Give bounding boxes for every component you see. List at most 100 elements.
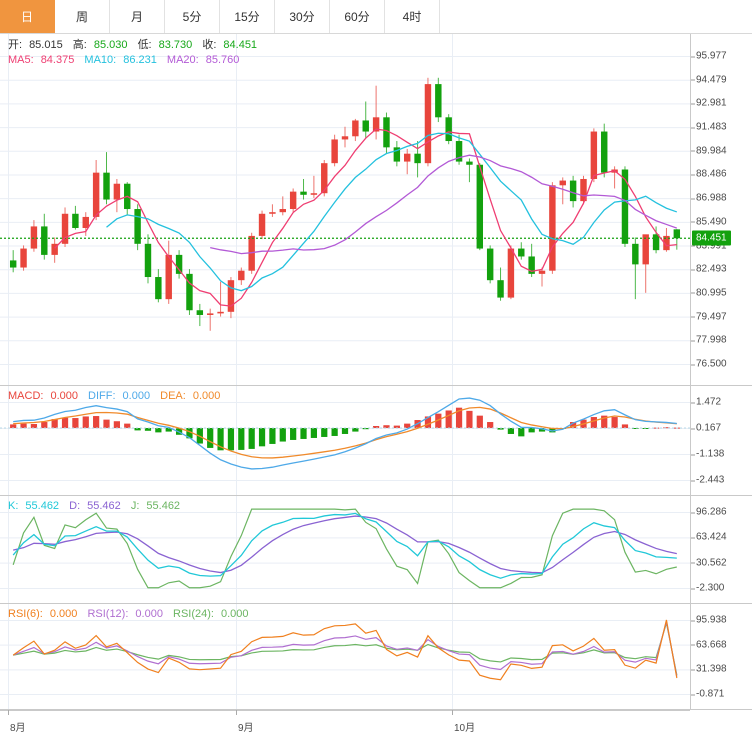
y-axis-tick: -0.871	[691, 689, 724, 700]
y-axis-tick: 96.286	[691, 507, 727, 518]
open-value: 85.015	[29, 39, 63, 51]
macd-label: MACD:	[8, 390, 44, 402]
y-axis-tick: 76.500	[691, 359, 727, 370]
tab-5min[interactable]: 5分	[165, 0, 220, 33]
tab-4hour[interactable]: 4时	[385, 0, 440, 33]
rsi6-value: 0.000	[49, 608, 78, 620]
kdj-plot-area[interactable]	[0, 496, 690, 603]
rsi12-label: RSI(12):	[87, 608, 129, 620]
y-axis-tick: 0.167	[691, 423, 721, 434]
y-axis-tick: 95.977	[691, 51, 727, 62]
y-tick-mark	[691, 103, 695, 105]
tab-label: 60分	[344, 10, 370, 24]
y-axis-tick: -1.138	[691, 449, 724, 460]
dea-value: 0.000	[192, 390, 221, 402]
y-tick-mark	[691, 620, 695, 621]
ma20-value: 85.760	[205, 54, 240, 66]
tab-60min[interactable]: 60分	[330, 0, 385, 33]
tab-label: 4时	[402, 10, 422, 24]
kdj-legend: K: 55.462 D: 55.462 J: 55.462	[8, 500, 187, 512]
diff-label: DIFF:	[88, 390, 116, 402]
x-tick-mark	[236, 710, 237, 715]
y-tick-mark	[691, 316, 695, 318]
rsi24-value: 0.000	[220, 608, 249, 620]
k-value: 55.462	[25, 500, 60, 512]
macd-panel[interactable]: 1.472 0.167 -1.138 -2.443	[0, 386, 752, 496]
open-label: 开:	[8, 39, 23, 51]
high-label: 高:	[72, 39, 87, 51]
rsi-plot-area[interactable]	[0, 604, 690, 709]
ma10-label: MA10:	[84, 54, 117, 66]
y-tick-mark	[691, 694, 695, 695]
price-panel[interactable]: 95.977 94.479 92.981 91.483 89.984 88.486 86.9…	[0, 34, 752, 386]
x-axis-line	[0, 710, 690, 711]
k-label: K:	[8, 500, 19, 512]
y-tick-mark	[691, 428, 695, 429]
tab-day[interactable]: 日	[0, 0, 55, 33]
rsi-panel[interactable]: 95.938 63.668 31.398 -0.871	[0, 604, 752, 710]
macd-plot-area[interactable]	[0, 386, 690, 495]
x-axis: 8月 9月 10月	[0, 710, 752, 738]
y-tick-mark	[691, 79, 695, 81]
y-tick-mark	[691, 537, 695, 539]
d-value: 55.462	[87, 500, 121, 512]
low-label: 低:	[137, 39, 152, 51]
y-axis-tick: 63.424	[691, 532, 727, 543]
y-axis-tick: -2.300	[691, 583, 724, 594]
y-axis-tick: 31.398	[691, 664, 727, 675]
y-tick-mark	[691, 174, 695, 176]
y-tick-mark	[691, 150, 695, 152]
ma5-value: 84.375	[40, 54, 75, 66]
y-tick-mark	[691, 562, 695, 564]
kdj-panel[interactable]: 96.286 63.424 30.562 -2.300	[0, 496, 752, 604]
y-tick-mark	[691, 340, 695, 342]
y-tick-mark	[691, 364, 695, 365]
y-axis-tick: 63.668	[691, 639, 727, 650]
y-axis-tick: 1.472	[691, 397, 721, 408]
y-tick-mark	[691, 669, 695, 671]
y-tick-mark	[691, 480, 695, 481]
x-axis-tick-label: 10月	[454, 723, 476, 734]
y-tick-mark	[691, 56, 695, 57]
tabbar-filler	[440, 0, 752, 33]
ma20-label: MA20:	[166, 54, 199, 66]
high-value: 85.030	[93, 39, 128, 51]
price-plot-area[interactable]	[0, 34, 690, 385]
tab-label: 5分	[182, 10, 202, 24]
y-axis-tick: 77.998	[691, 335, 727, 346]
y-axis-tick: 95.938	[691, 615, 727, 626]
y-tick-mark	[691, 245, 695, 247]
y-tick-mark	[691, 454, 695, 455]
y-axis-tick: 85.490	[691, 216, 727, 227]
rsi-legend: RSI(6): 0.000 RSI(12): 0.000 RSI(24): 0.000	[8, 608, 256, 620]
macd-legend: MACD: 0.000 DIFF: 0.000 DEA: 0.000	[8, 390, 227, 402]
current-price-badge: 84.451	[692, 230, 731, 246]
x-tick-mark	[8, 710, 9, 715]
y-axis-tick: 30.562	[691, 557, 727, 568]
y-axis-tick: 94.479	[691, 74, 727, 85]
tab-label: 月	[130, 10, 143, 24]
y-tick-mark	[691, 269, 695, 271]
close-value: 84.451	[223, 39, 258, 51]
price-y-axis: 95.977 94.479 92.981 91.483 89.984 88.486 86.9…	[690, 34, 752, 385]
tab-30min[interactable]: 30分	[275, 0, 330, 33]
y-axis-tick: 88.486	[691, 169, 727, 180]
j-label: J:	[130, 500, 140, 512]
tab-15min[interactable]: 15分	[220, 0, 275, 33]
y-tick-mark	[691, 644, 695, 646]
x-tick-mark	[452, 710, 453, 715]
macd-y-axis: 1.472 0.167 -1.138 -2.443	[690, 386, 752, 495]
d-label: D:	[69, 500, 81, 512]
macd-value: 0.000	[50, 390, 78, 402]
rsi-y-axis: 95.938 63.668 31.398 -0.871	[690, 604, 752, 709]
tab-month[interactable]: 月	[110, 0, 165, 33]
ma-legend: MA5: 84.375 MA10: 86.231 MA20: 85.760	[8, 54, 246, 66]
tab-label: 15分	[234, 10, 260, 24]
tab-label: 日	[20, 10, 33, 24]
x-axis-tick-label: 8月	[10, 723, 26, 734]
tab-week[interactable]: 周	[55, 0, 110, 33]
y-axis-tick: 91.483	[691, 122, 727, 133]
y-tick-mark	[691, 588, 695, 589]
timeframe-tabbar: 日 周 月 5分 15分 30分 60分 4时	[0, 0, 752, 34]
